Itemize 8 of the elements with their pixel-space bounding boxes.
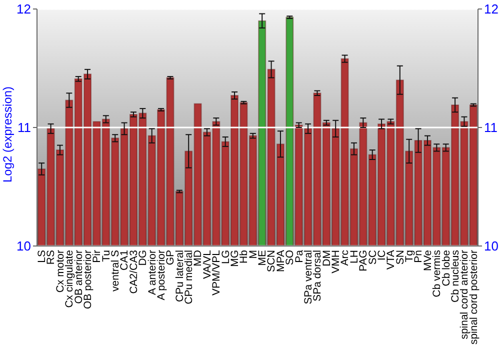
x-tick-label: GP (164, 250, 177, 266)
y2-tick-label: 11 (484, 120, 498, 136)
y-axis-title: Log2 (expression) (0, 86, 14, 182)
y-tick-label: 10 (16, 238, 31, 254)
y-tick-label: 12 (16, 2, 31, 17)
y2-tick-label: 10 (484, 238, 498, 254)
y2-tick-label: 12 (484, 2, 498, 17)
y-tick-label: 11 (18, 120, 31, 136)
